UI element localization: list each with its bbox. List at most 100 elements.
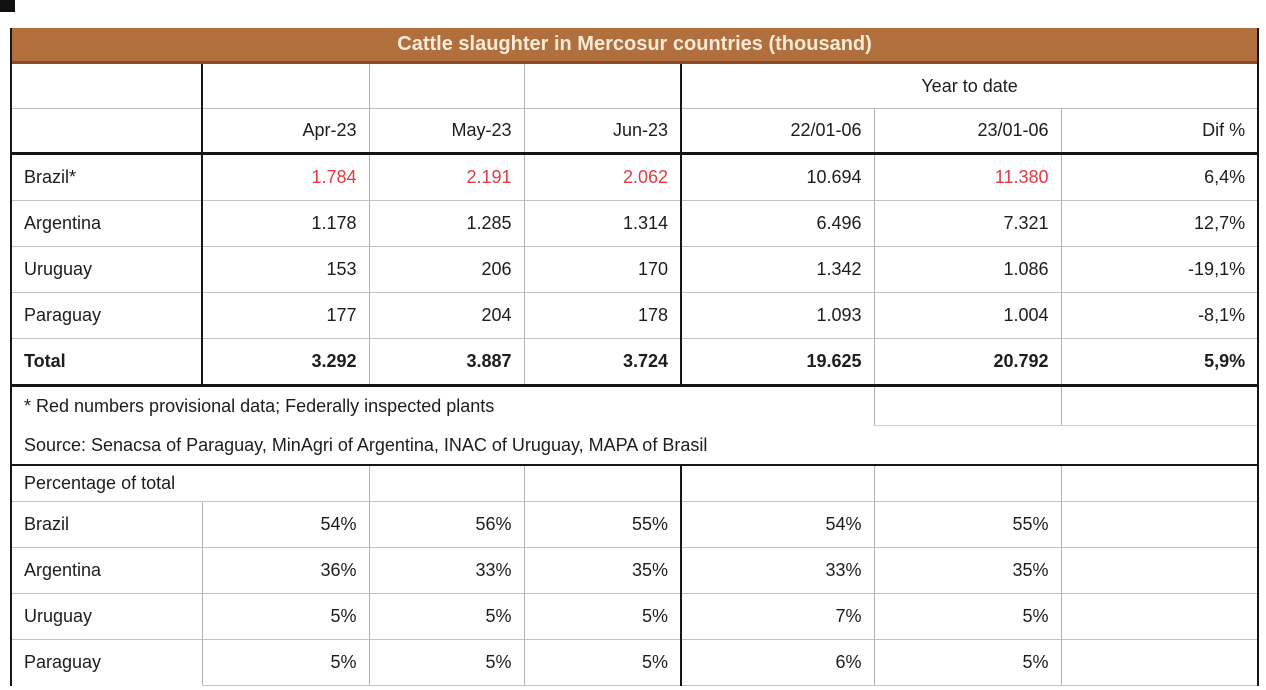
- column-header-may-23: May-23: [368, 108, 524, 155]
- cell-value: 12,7%: [1060, 200, 1258, 247]
- table-row-uruguay: Uruguay 153 206 170 1.342 1.086 -19,1%: [12, 246, 1258, 293]
- cell-value: 54%: [201, 501, 369, 548]
- header-spacer: [368, 62, 524, 109]
- column-header-jun-23: Jun-23: [523, 108, 681, 155]
- percentage-section-title: Percentage of total: [12, 465, 369, 502]
- empty-cell: [1060, 501, 1258, 548]
- row-label: Paraguay: [12, 292, 202, 339]
- cell-value: 178: [523, 292, 681, 339]
- cell-value: 3.724: [523, 338, 681, 387]
- cell-value: 19.625: [680, 338, 874, 387]
- cell-value: 5%: [523, 639, 681, 686]
- row-label: Argentina: [12, 200, 202, 247]
- cell-value: 55%: [873, 501, 1061, 548]
- cell-value: 35%: [523, 547, 681, 594]
- cell-value: 5%: [201, 639, 369, 686]
- empty-cell: [1060, 547, 1258, 594]
- cell-value: 5%: [523, 593, 681, 640]
- cell-value: 33%: [368, 547, 524, 594]
- header-spacer: [201, 62, 369, 109]
- row-label: Total: [12, 338, 202, 387]
- cell-value: 6%: [680, 639, 874, 686]
- column-header-dif-pct: Dif %: [1060, 108, 1258, 155]
- cell-value: 2.191: [368, 153, 524, 201]
- row-label: Argentina: [12, 547, 202, 594]
- cell-value: 177: [201, 292, 369, 339]
- cell-value: 1.004: [873, 292, 1061, 339]
- table-title: Cattle slaughter in Mercosur countries (…: [12, 28, 1258, 64]
- empty-cell: [1060, 593, 1258, 640]
- cell-value: 153: [201, 246, 369, 293]
- header-spacer: [12, 108, 202, 155]
- percentage-section-header-row: Percentage of total: [12, 465, 1258, 502]
- cell-value: 10.694: [680, 153, 874, 201]
- cell-value: 5%: [368, 593, 524, 640]
- cell-value: 1.784: [201, 153, 369, 201]
- row-label: Brazil*: [12, 153, 202, 201]
- percentage-row-paraguay: Paraguay 5% 5% 5% 6% 5%: [12, 639, 1258, 686]
- column-header-apr-23: Apr-23: [201, 108, 369, 155]
- cell-value: 1.178: [201, 200, 369, 247]
- cell-value: 5%: [368, 639, 524, 686]
- table-row-brazil: Brazil* 1.784 2.191 2.062 10.694 11.380 …: [12, 153, 1258, 201]
- cell-value: 5,9%: [1060, 338, 1258, 387]
- cell-value: 1.086: [873, 246, 1061, 293]
- empty-cell: [1060, 385, 1258, 426]
- empty-cell: [523, 465, 681, 502]
- cell-value: 6.496: [680, 200, 874, 247]
- cell-value: -19,1%: [1060, 246, 1258, 293]
- cattle-slaughter-table-container: Cattle slaughter in Mercosur countries (…: [10, 28, 1260, 686]
- header-group-year-to-date: Year to date: [679, 62, 1258, 109]
- cell-value: 170: [523, 246, 681, 293]
- percentage-row-brazil: Brazil 54% 56% 55% 54% 55%: [12, 501, 1258, 548]
- cell-value: 2.062: [523, 153, 681, 201]
- table-row-total: Total 3.292 3.887 3.724 19.625 20.792 5,…: [12, 338, 1258, 387]
- cell-value: 3.292: [201, 338, 369, 387]
- cell-value: 36%: [201, 547, 369, 594]
- row-label: Brazil: [12, 501, 202, 548]
- column-header-23-01-06: 23/01-06: [873, 108, 1061, 155]
- table-row-argentina: Argentina 1.178 1.285 1.314 6.496 7.321 …: [12, 200, 1258, 247]
- footnote-row: * Red numbers provisional data; Federall…: [12, 385, 1258, 426]
- cell-value: 20.792: [873, 338, 1061, 387]
- cell-value: 3.887: [368, 338, 524, 387]
- table-title-row: Cattle slaughter in Mercosur countries (…: [12, 28, 1258, 64]
- cell-value: 1.093: [680, 292, 874, 339]
- cell-value: 7%: [680, 593, 874, 640]
- cell-value: -8,1%: [1060, 292, 1258, 339]
- cell-value: 206: [368, 246, 524, 293]
- row-label: Uruguay: [12, 246, 202, 293]
- empty-cell: [680, 465, 874, 502]
- source-row: Source: Senacsa of Paraguay, MinAgri of …: [12, 425, 1258, 466]
- percentage-row-argentina: Argentina 36% 33% 35% 33% 35%: [12, 547, 1258, 594]
- table-row-paraguay: Paraguay 177 204 178 1.093 1.004 -8,1%: [12, 292, 1258, 339]
- cell-value: 35%: [873, 547, 1061, 594]
- header-group-row: Year to date: [12, 62, 1258, 109]
- cell-value: 33%: [680, 547, 874, 594]
- column-header-22-01-06: 22/01-06: [680, 108, 874, 155]
- empty-cell: [1060, 639, 1258, 686]
- header-spacer: [12, 62, 202, 109]
- cell-value: 1.314: [523, 200, 681, 247]
- cell-value: 6,4%: [1060, 153, 1258, 201]
- source-text: Source: Senacsa of Paraguay, MinAgri of …: [12, 425, 1258, 466]
- header-spacer: [523, 62, 681, 109]
- cell-value: 5%: [873, 593, 1061, 640]
- cell-value: 7.321: [873, 200, 1061, 247]
- cell-value: 5%: [201, 593, 369, 640]
- row-label: Paraguay: [24, 652, 102, 673]
- cell-value: 1.285: [368, 200, 524, 247]
- empty-cell: [873, 385, 1061, 426]
- cell-value: 54%: [680, 501, 874, 548]
- cell-value: 5%: [873, 639, 1061, 686]
- column-header-row: Apr-23 May-23 Jun-23 22/01-06 23/01-06 D…: [12, 108, 1258, 155]
- row-label: Uruguay: [12, 593, 202, 640]
- cell-value: 56%: [368, 501, 524, 548]
- empty-cell: [368, 465, 524, 502]
- cattle-slaughter-table: Cattle slaughter in Mercosur countries (…: [12, 28, 1258, 686]
- cell-value: 1.342: [680, 246, 874, 293]
- cell-value: 11.380: [873, 153, 1061, 201]
- screenshot-corner-artifact: [0, 0, 15, 12]
- percentage-row-uruguay: Uruguay 5% 5% 5% 7% 5%: [12, 593, 1258, 640]
- cell-value: 55%: [523, 501, 681, 548]
